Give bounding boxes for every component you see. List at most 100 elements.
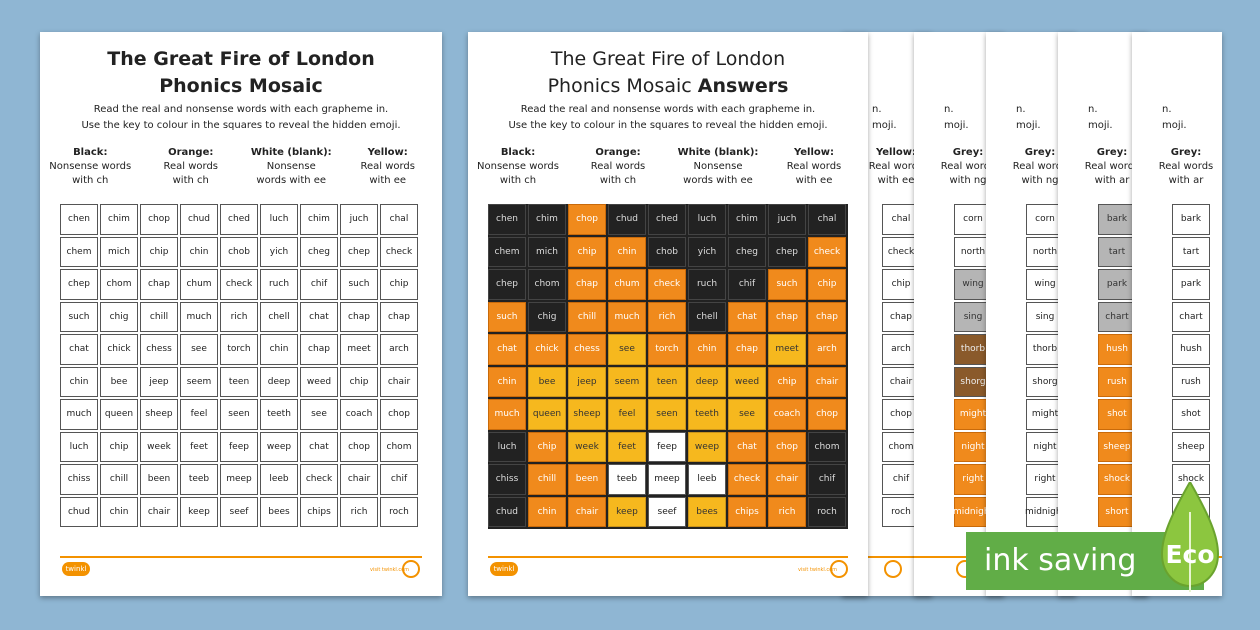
- grid-cell: chum: [608, 269, 646, 300]
- grid-cell: chap: [340, 301, 378, 332]
- grid-cell: chiss: [488, 464, 526, 495]
- instruction-fragment: n.: [1088, 104, 1098, 115]
- key-entry: Orange: Real words with ch: [141, 146, 241, 188]
- grid-cell: chill: [140, 301, 178, 332]
- grid-cell: chep: [768, 236, 806, 267]
- key-entry: Grey: Real words with ng: [936, 146, 1000, 188]
- grid-cell: shot: [1098, 399, 1136, 430]
- grid-cell: chat: [728, 431, 766, 462]
- grid-cell: chen: [488, 204, 526, 235]
- instructions: Read the real and nonsense words with ea…: [468, 102, 868, 134]
- grid-cell: chess: [568, 334, 606, 365]
- grid-cell: see: [608, 334, 646, 365]
- grid-cell: teeb: [180, 464, 218, 495]
- grid-cell: short: [1098, 496, 1136, 527]
- grid-cell: see: [728, 399, 766, 430]
- grid-cell: roch: [882, 496, 920, 527]
- grid-cell: thorb: [1026, 334, 1064, 365]
- grid-cell: weep: [260, 431, 298, 462]
- grid-cell: chom: [100, 269, 138, 300]
- grid-cell: yich: [688, 236, 726, 267]
- worksheet-page: The Great Fire of London Phonics Mosaic …: [40, 32, 442, 596]
- grid-cell: much: [488, 399, 526, 430]
- quality-seal-icon: [884, 560, 902, 578]
- grid-cell: seef: [648, 496, 686, 527]
- grid-cell: weed: [300, 366, 338, 397]
- grid-cell: chat: [300, 301, 338, 332]
- grid-cell: chom: [380, 431, 418, 462]
- grid-cell: sheep: [1098, 431, 1136, 462]
- key-description: with ch: [599, 175, 637, 186]
- key-description: with ch: [72, 175, 109, 186]
- grid-cell: much: [60, 399, 98, 430]
- key-description: with ee: [795, 175, 833, 186]
- grid-cell: chin: [688, 334, 726, 365]
- grid-cell: chip: [768, 366, 806, 397]
- key-description: Real words: [940, 161, 996, 172]
- grid-cell: weep: [688, 431, 726, 462]
- grid-cell: roch: [808, 496, 846, 527]
- grid-cell: such: [768, 269, 806, 300]
- grid-cell: been: [140, 464, 178, 495]
- grid-cell: teen: [648, 366, 686, 397]
- grid-cell: ruch: [688, 269, 726, 300]
- key-description: with ng: [949, 175, 987, 186]
- grid-cell: chud: [180, 204, 218, 235]
- grid-cell: week: [140, 431, 178, 462]
- key-entry: Black: Nonsense words with ch: [468, 146, 568, 188]
- grid-cell: chill: [568, 301, 606, 332]
- grid-cell: seem: [180, 366, 218, 397]
- key-colour: White (blank):: [677, 147, 759, 158]
- key-description: Real words: [163, 161, 219, 172]
- grid-cell: arch: [380, 334, 418, 365]
- grid-cell: check: [648, 269, 686, 300]
- grid-cell: chin: [488, 366, 526, 397]
- grid-cell: bees: [260, 496, 298, 527]
- grid-cell: chat: [728, 301, 766, 332]
- grid-cell: chop: [882, 399, 920, 430]
- key-colour: Yellow:: [875, 147, 917, 158]
- grid-cell: keep: [180, 496, 218, 527]
- grid-cell: seef: [220, 496, 258, 527]
- twinkl-logo: twinkl: [490, 562, 518, 576]
- key-description: Real words: [868, 161, 924, 172]
- grid-cell: coach: [768, 399, 806, 430]
- quality-seal-icon: [402, 560, 420, 578]
- page-title: The Great Fire of London Phonics Mosaic: [40, 46, 442, 100]
- grid-cell: chal: [882, 204, 920, 235]
- grid-cell: such: [60, 301, 98, 332]
- grid-cell: arch: [882, 334, 920, 365]
- grid-cell: chips: [728, 496, 766, 527]
- grid-cell: chip: [100, 431, 138, 462]
- grid-cell: chal: [380, 204, 418, 235]
- grid-cell: teeth: [688, 399, 726, 430]
- footer-rule: [488, 556, 848, 558]
- grid-cell: tart: [1172, 236, 1210, 267]
- grid-cell: coach: [340, 399, 378, 430]
- grid-cell: chif: [728, 269, 766, 300]
- grid-cell: much: [180, 301, 218, 332]
- grid-cell: rush: [1172, 366, 1210, 397]
- grid-cell: juch: [768, 204, 806, 235]
- worksheet-page: n. moji. Grey: Real words with ar bark tart par…: [1132, 32, 1222, 596]
- grid-cell: chim: [728, 204, 766, 235]
- key-colour: Yellow:: [793, 147, 835, 158]
- key-description: Nonsense: [693, 161, 743, 172]
- title-line: Phonics Mosaic Answers: [468, 73, 868, 100]
- instruction-fragment: n.: [944, 104, 954, 115]
- grid-cell: chif: [808, 464, 846, 495]
- grid-cell: chair: [340, 464, 378, 495]
- grid-cell: chiss: [60, 464, 98, 495]
- grid-cell: chin: [528, 496, 566, 527]
- grid-cell: chick: [100, 334, 138, 365]
- grid-cell: jeep: [140, 366, 178, 397]
- grid-cell: feel: [180, 399, 218, 430]
- grid-cell: such: [488, 301, 526, 332]
- grid-cell: chip: [568, 236, 606, 267]
- grid-cell: feet: [180, 431, 218, 462]
- grid-cell: chip: [140, 236, 178, 267]
- instruction-line: Read the real and nonsense words with ea…: [520, 104, 816, 115]
- grid-cell: see: [300, 399, 338, 430]
- key-description: Real words: [590, 161, 646, 172]
- footer-rule: [914, 556, 1004, 558]
